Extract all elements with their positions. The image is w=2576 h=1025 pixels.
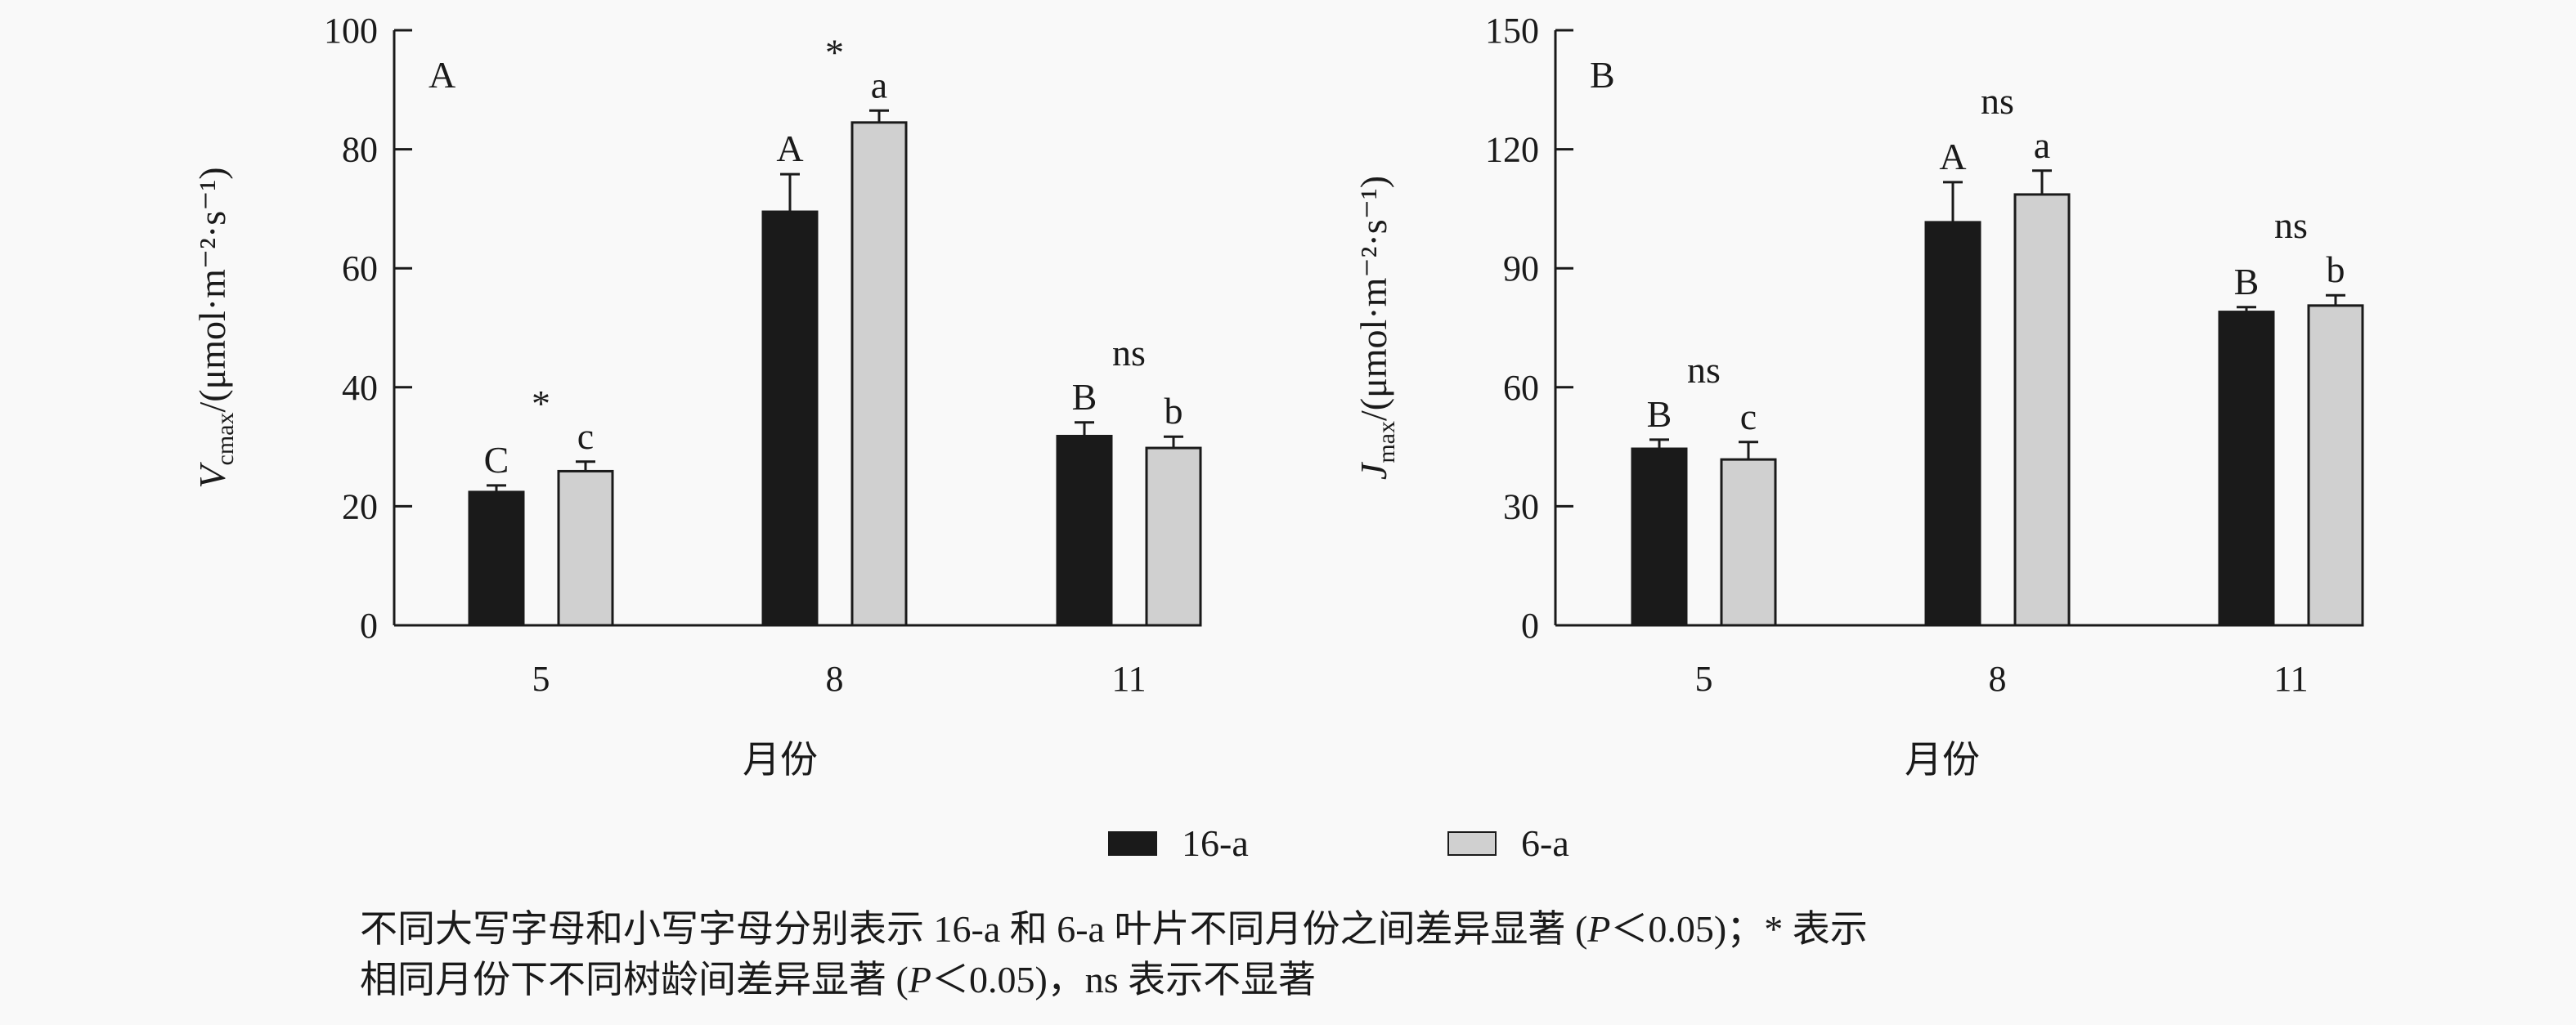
group-annotation: ns [1112,332,1146,374]
y-tick-label: 80 [342,130,378,170]
bar-6-a-5 [557,469,614,627]
bar-16-a-8 [1924,221,1981,627]
y-tick-label: 120 [1485,130,1539,170]
footnote-text: 不同大写字母和小写字母分别表示 16-a 和 6-a 叶片不同月份之间差异显著 … [360,908,1588,950]
footnote-text: 相同月份下不同树龄间差异显著 ( [360,959,909,1000]
y-tick-label: 100 [324,11,378,51]
group-annotation: ns [1687,349,1721,391]
group-annotation: * [532,383,550,424]
y-tick-label: 90 [1503,248,1539,289]
footnote-line-1: 不同大写字母和小写字母分别表示 16-a 和 6-a 叶片不同月份之间差异显著 … [360,899,1868,953]
panel-label: B [1590,54,1615,96]
legend-swatch-6a [1447,830,1497,856]
significance-letter: b [1165,390,1183,432]
x-tick-label: 11 [1111,659,1146,699]
bar-16-a-11 [1056,434,1113,627]
group-annotation: ns [2274,204,2308,246]
significance-letter: a [871,64,887,105]
footnote-p: P [1587,908,1611,950]
bar-6-a-11 [2307,304,2364,627]
x-tick-label: 8 [826,659,844,699]
significance-letter: A [1939,136,1966,177]
bar-6-a-8 [850,121,908,627]
legend-label: 6-a [1521,822,1569,864]
footnote-text: ＜0.05)，ns 表示不显著 [931,959,1317,1000]
footnote-p: P [908,959,931,1000]
significance-letter: b [2327,248,2345,290]
y-tick-label: 30 [1503,486,1539,526]
y-axis-title: Vcmax/(μmol·m⁻²·s⁻¹) [191,167,239,488]
x-tick-label: 11 [2273,659,2308,699]
y-tick-label: 40 [342,368,378,408]
group-annotation: ns [1981,80,2014,122]
y-tick-label: 60 [342,248,378,289]
legend-swatch-16a [1108,830,1157,856]
bar-16-a-8 [761,210,819,627]
legend-label: 16-a [1182,822,1249,864]
y-tick-label: 150 [1485,11,1539,51]
bar-6-a-11 [1145,446,1202,627]
bar-16-a-5 [468,490,525,627]
x-axis-title: 月份 [743,739,818,781]
x-axis-title: 月份 [1905,739,1980,781]
bar-16-a-5 [1631,447,1688,627]
x-tick-label: 8 [1989,659,2007,699]
significance-letter: B [1072,376,1097,418]
legend-item-6a: 6-a [1447,821,1569,865]
significance-letter: B [2234,261,2260,302]
y-axis-title: Jmax/(μmol·m⁻²·s⁻¹) [1353,176,1400,480]
y-tick-label: 0 [360,606,378,646]
significance-letter: C [484,439,509,481]
y-tick-label: 60 [1503,368,1539,408]
group-annotation: * [825,31,844,73]
significance-letter: c [1740,396,1757,437]
legend-item-16a: 16-a [1108,821,1249,865]
significance-letter: A [776,128,803,169]
significance-letter: B [1647,393,1672,435]
bar-6-a-8 [2013,193,2071,627]
bar-6-a-5 [1720,458,1777,627]
x-tick-label: 5 [532,659,550,699]
footnote-text: ＜0.05)；* 表示 [1610,908,1868,950]
footnote-line-2: 相同月份下不同树龄间差异显著 (P＜0.05)，ns 表示不显著 [360,950,1316,1004]
x-tick-label: 5 [1695,659,1713,699]
significance-letter: c [577,415,594,457]
panel-label: A [429,54,456,96]
y-tick-label: 0 [1521,606,1539,646]
significance-letter: a [2034,124,2050,166]
bar-16-a-11 [2218,311,2275,627]
y-tick-label: 20 [342,486,378,526]
